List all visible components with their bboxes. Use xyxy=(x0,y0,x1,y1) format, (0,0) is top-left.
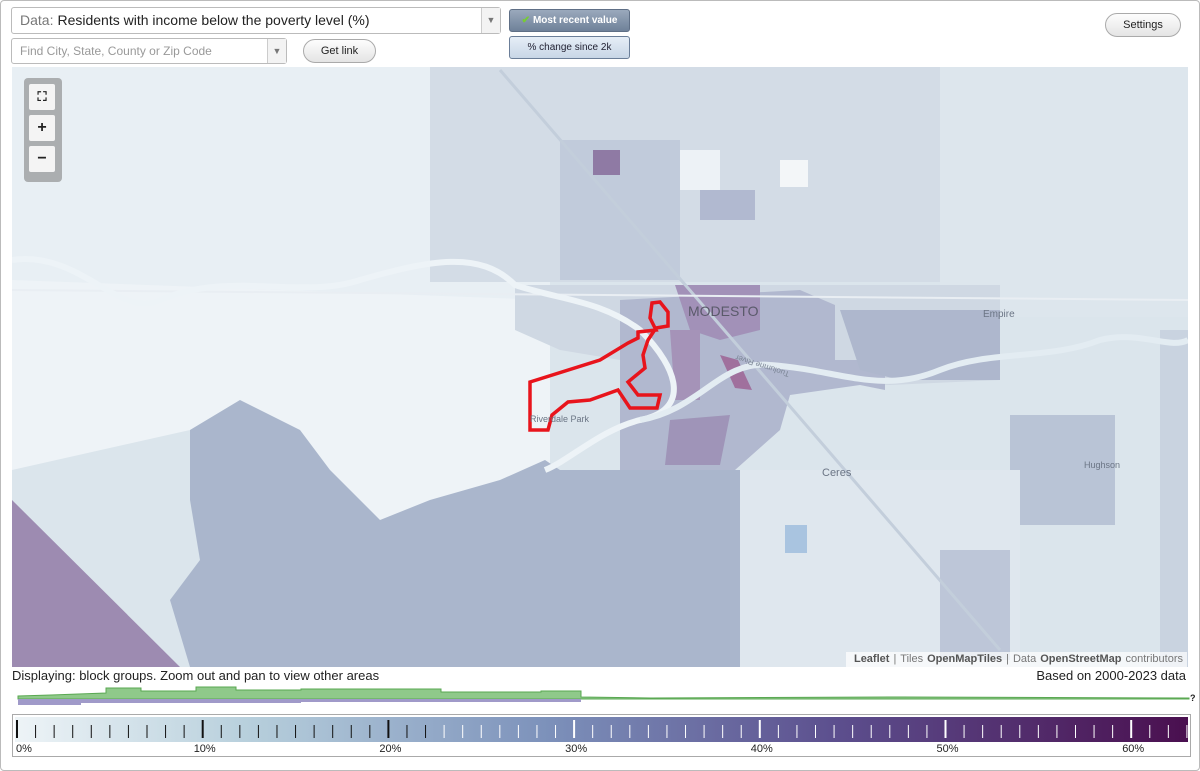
settings-button[interactable]: Settings xyxy=(1105,13,1181,37)
area xyxy=(12,500,180,667)
legend-label: 10% xyxy=(194,743,216,755)
area xyxy=(780,160,808,187)
data-dropdown[interactable]: Data: Residents with income below the pov… xyxy=(11,7,501,34)
area xyxy=(170,400,740,667)
mode-button[interactable]: % change since 2k xyxy=(509,36,630,59)
mode-button[interactable]: ✔ Most recent value xyxy=(509,9,630,32)
place-label: Hughson xyxy=(1084,460,1120,470)
legend-label: 60% xyxy=(1122,743,1144,755)
legend-label: 40% xyxy=(751,743,773,755)
attribution-text: | xyxy=(893,653,897,665)
legend-label: 50% xyxy=(937,743,959,755)
search-box[interactable]: Find City, State, County or Zip Code ▼ xyxy=(11,38,287,64)
help-mark[interactable]: ? xyxy=(1190,693,1196,703)
place-label: Ceres xyxy=(822,467,852,479)
dropdown-arrow: ▼ xyxy=(481,8,500,33)
attribution-text: Data xyxy=(1012,653,1037,665)
legend-label: 20% xyxy=(379,743,401,755)
area xyxy=(700,190,755,220)
river xyxy=(639,334,1188,423)
map[interactable]: MODESTO Empire Ceres Hughson Riverdale P… xyxy=(12,67,1188,667)
data-label: Data: xyxy=(20,12,54,28)
area xyxy=(680,150,720,190)
road xyxy=(498,69,1002,651)
dropdown-arrow: ▼ xyxy=(267,39,286,63)
place-label: Empire xyxy=(983,309,1015,320)
attribution: Leaflet | Tiles OpenMapTiles | Data OpenStreet… xyxy=(845,652,1187,667)
legend: 0% 10% 20% 30% 40% 50% 60% xyxy=(12,714,1191,757)
fullscreen-button[interactable]: ⛶ xyxy=(29,84,55,110)
data-value: Residents with income below the poverty … xyxy=(57,12,370,28)
area xyxy=(1160,330,1188,667)
attribution-text: | xyxy=(1006,653,1009,665)
attribution-text[interactable]: Leaflet xyxy=(853,653,890,665)
area xyxy=(785,525,807,553)
attribution-text: Tiles xyxy=(900,653,924,665)
histogram-negative xyxy=(18,699,581,705)
place-label: Riverdale Park xyxy=(530,414,590,424)
place-label: MODESTO xyxy=(688,303,759,319)
area xyxy=(593,150,620,175)
display-note: Displaying: block groups. Zoom out and p… xyxy=(12,668,380,683)
legend-gradient xyxy=(15,717,1188,742)
map-canvas: MODESTO Empire Ceres Hughson Riverdale P… xyxy=(12,67,1188,667)
area xyxy=(670,330,700,400)
area xyxy=(940,550,1010,660)
selected-area[interactable] xyxy=(528,300,670,432)
area xyxy=(840,310,1000,380)
road xyxy=(12,289,1188,301)
attribution-text: contributors xyxy=(1125,653,1183,665)
zoom-out[interactable]: − xyxy=(29,146,55,172)
area xyxy=(665,415,730,465)
legend-label: 0% xyxy=(16,743,32,755)
histogram: ? xyxy=(17,686,1196,705)
zoom-in[interactable]: + xyxy=(29,115,55,141)
get-link-button[interactable]: Get link xyxy=(303,39,376,63)
histogram-positive xyxy=(17,686,1190,700)
legend-label: 30% xyxy=(565,743,587,755)
attribution-text[interactable]: OpenMapTiles xyxy=(927,653,1003,665)
search-placeholder: Find City, State, County or Zip Code xyxy=(20,44,212,58)
area xyxy=(1010,415,1115,525)
area xyxy=(940,67,1188,317)
data-range: Based on 2000-2023 data xyxy=(1036,668,1186,683)
area xyxy=(12,280,550,520)
attribution-text[interactable]: OpenStreetMap xyxy=(1040,653,1122,665)
zoom-control: ⛶ + − xyxy=(24,78,62,182)
mode-label: Most recent value xyxy=(532,15,618,26)
